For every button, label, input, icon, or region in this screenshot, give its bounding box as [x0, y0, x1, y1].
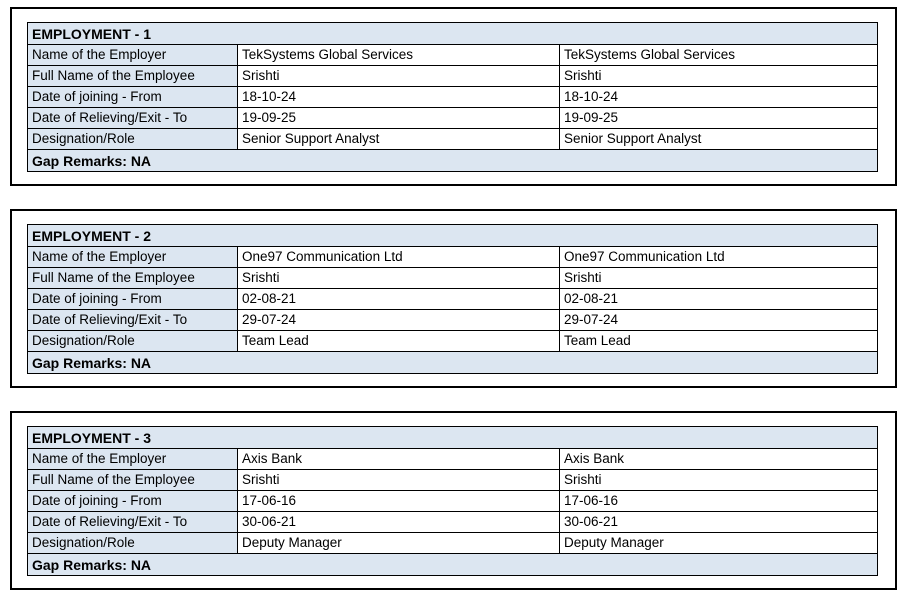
value-cell: 17-06-16 [237, 490, 560, 512]
row-label: Full Name of the Employee [27, 267, 238, 289]
value-cell: Deputy Manager [237, 532, 560, 554]
value-cell: 19-09-25 [237, 107, 560, 129]
value-cell: Srishti [559, 267, 878, 289]
table-row: Date of joining - From 17-06-16 17-06-16 [27, 490, 878, 512]
value-cell: TekSystems Global Services [237, 44, 560, 66]
table-row: Designation/Role Deputy Manager Deputy M… [27, 532, 878, 554]
table-row: Date of joining - From 02-08-21 02-08-21 [27, 288, 878, 310]
row-label: Date of joining - From [27, 288, 238, 310]
value-cell: One97 Communication Ltd [559, 246, 878, 268]
value-cell: Team Lead [559, 330, 878, 352]
employment-section-3: EMPLOYMENT - 3 Name of the Employer Axis… [10, 411, 897, 590]
value-cell: Srishti [237, 267, 560, 289]
value-cell: Senior Support Analyst [559, 128, 878, 150]
gap-remarks: Gap Remarks: NA [27, 149, 878, 172]
value-cell: 19-09-25 [559, 107, 878, 129]
gap-remarks-row: Gap Remarks: NA [27, 351, 878, 374]
table-title: EMPLOYMENT - 1 [27, 22, 878, 45]
value-cell: 30-06-21 [237, 511, 560, 533]
table-row: Date of joining - From 18-10-24 18-10-24 [27, 86, 878, 108]
table-title-row: EMPLOYMENT - 2 [27, 224, 878, 247]
row-label: Name of the Employer [27, 448, 238, 470]
table-row: Full Name of the Employee Srishti Srisht… [27, 469, 878, 491]
table-row: Name of the Employer One97 Communication… [27, 246, 878, 268]
value-cell: Axis Bank [237, 448, 560, 470]
value-cell: 30-06-21 [559, 511, 878, 533]
value-cell: 17-06-16 [559, 490, 878, 512]
row-label: Date of Relieving/Exit - To [27, 511, 238, 533]
value-cell: Srishti [559, 65, 878, 87]
value-cell: Srishti [237, 469, 560, 491]
value-cell: TekSystems Global Services [559, 44, 878, 66]
employment-table-3: EMPLOYMENT - 3 Name of the Employer Axis… [27, 426, 878, 576]
value-cell: Deputy Manager [559, 532, 878, 554]
table-row: Full Name of the Employee Srishti Srisht… [27, 65, 878, 87]
row-label: Date of joining - From [27, 490, 238, 512]
value-cell: Senior Support Analyst [237, 128, 560, 150]
table-title-row: EMPLOYMENT - 1 [27, 22, 878, 45]
gap-remarks-row: Gap Remarks: NA [27, 149, 878, 172]
table-row: Date of Relieving/Exit - To 19-09-25 19-… [27, 107, 878, 129]
employment-table-1: EMPLOYMENT - 1 Name of the Employer TekS… [27, 22, 878, 172]
value-cell: Srishti [559, 469, 878, 491]
table-row: Name of the Employer Axis Bank Axis Bank [27, 448, 878, 470]
table-row: Designation/Role Team Lead Team Lead [27, 330, 878, 352]
gap-remarks-row: Gap Remarks: NA [27, 553, 878, 576]
gap-remarks: Gap Remarks: NA [27, 351, 878, 374]
table-row: Date of Relieving/Exit - To 29-07-24 29-… [27, 309, 878, 331]
table-row: Full Name of the Employee Srishti Srisht… [27, 267, 878, 289]
value-cell: 29-07-24 [559, 309, 878, 331]
row-label: Date of joining - From [27, 86, 238, 108]
employment-section-2: EMPLOYMENT - 2 Name of the Employer One9… [10, 209, 897, 388]
value-cell: 02-08-21 [559, 288, 878, 310]
table-title-row: EMPLOYMENT - 3 [27, 426, 878, 449]
value-cell: 18-10-24 [237, 86, 560, 108]
value-cell: Axis Bank [559, 448, 878, 470]
employment-section-1: EMPLOYMENT - 1 Name of the Employer TekS… [10, 7, 897, 186]
value-cell: Team Lead [237, 330, 560, 352]
value-cell: 02-08-21 [237, 288, 560, 310]
table-row: Designation/Role Senior Support Analyst … [27, 128, 878, 150]
table-title: EMPLOYMENT - 3 [27, 426, 878, 449]
table-row: Name of the Employer TekSystems Global S… [27, 44, 878, 66]
employment-table-2: EMPLOYMENT - 2 Name of the Employer One9… [27, 224, 878, 374]
table-title: EMPLOYMENT - 2 [27, 224, 878, 247]
table-row: Date of Relieving/Exit - To 30-06-21 30-… [27, 511, 878, 533]
row-label: Date of Relieving/Exit - To [27, 309, 238, 331]
value-cell: 18-10-24 [559, 86, 878, 108]
row-label: Full Name of the Employee [27, 65, 238, 87]
row-label: Full Name of the Employee [27, 469, 238, 491]
value-cell: One97 Communication Ltd [237, 246, 560, 268]
row-label: Name of the Employer [27, 44, 238, 66]
value-cell: 29-07-24 [237, 309, 560, 331]
row-label: Designation/Role [27, 128, 238, 150]
row-label: Designation/Role [27, 532, 238, 554]
gap-remarks: Gap Remarks: NA [27, 553, 878, 576]
value-cell: Srishti [237, 65, 560, 87]
row-label: Date of Relieving/Exit - To [27, 107, 238, 129]
row-label: Designation/Role [27, 330, 238, 352]
row-label: Name of the Employer [27, 246, 238, 268]
